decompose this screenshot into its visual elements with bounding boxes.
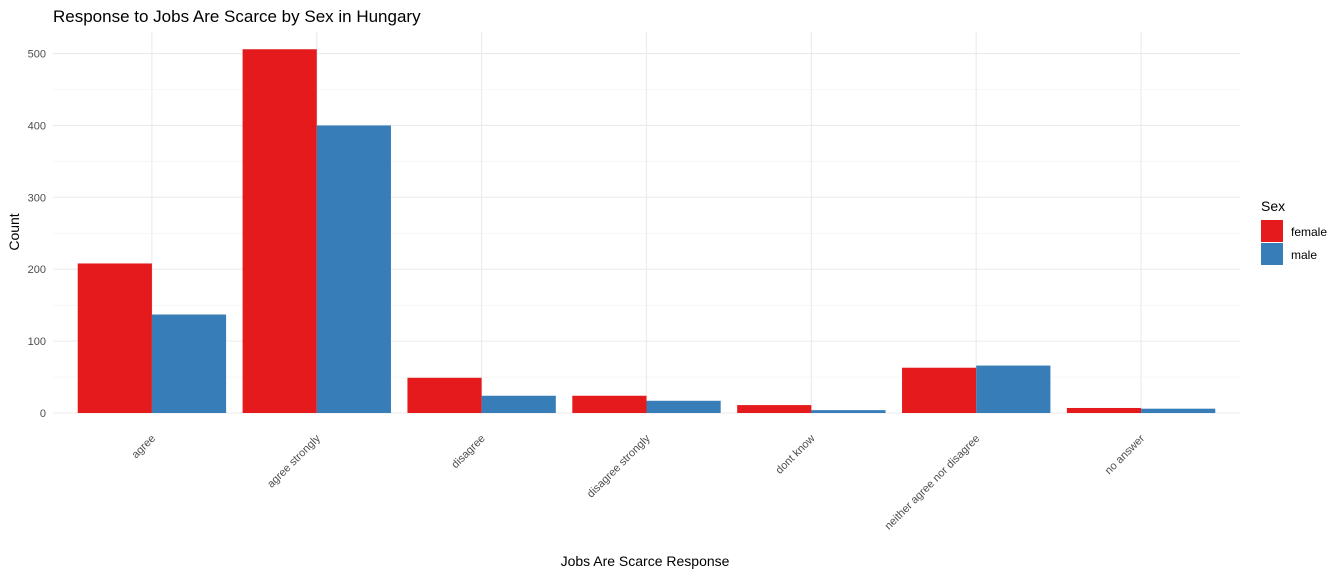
bar-female (572, 395, 647, 413)
y-tick-label: 200 (28, 264, 46, 276)
bar-female (1066, 407, 1142, 413)
bar-male (811, 410, 886, 413)
legend-label-male: male (1291, 248, 1317, 262)
y-tick-label: 100 (28, 336, 46, 348)
legend-label-female: female (1291, 225, 1327, 239)
x-tick-label: disagree (449, 433, 487, 471)
chart-title: Response to Jobs Are Scarce by Sex in Hu… (53, 7, 421, 26)
bar-female (77, 263, 152, 413)
y-tick-label: 0 (40, 408, 46, 420)
legend: Sex female male (1261, 198, 1327, 265)
bar-male (151, 314, 227, 413)
y-axis-title: Count (6, 213, 22, 250)
legend-title: Sex (1261, 198, 1285, 214)
bar-male (646, 400, 721, 413)
bar-male (316, 125, 391, 414)
y-tick-label: 400 (28, 120, 46, 132)
x-tick-label: agree (130, 433, 158, 461)
bars (77, 49, 1216, 414)
x-tick-label: disagree strongly (585, 432, 653, 500)
x-tick-label: agree strongly (265, 432, 323, 490)
y-axis-ticks: 0 100 200 300 400 500 (28, 49, 46, 420)
bar-male (1141, 408, 1216, 413)
grid (53, 32, 1240, 414)
x-tick-label: neither agree nor disagree (883, 433, 983, 533)
bar-male (976, 365, 1051, 413)
bar-male (481, 395, 556, 413)
bar-female (737, 405, 812, 413)
x-tick-label: dont know (774, 433, 818, 477)
bar-female (242, 49, 317, 413)
y-tick-label: 300 (28, 192, 46, 204)
bar-female (902, 367, 977, 413)
y-tick-label: 500 (28, 49, 46, 61)
legend-key-female (1261, 220, 1283, 242)
x-axis-ticks: agree agree strongly disagree disagree stro… (130, 432, 1148, 532)
x-axis-title: Jobs Are Scarce Response (561, 553, 730, 569)
legend-key-male (1261, 243, 1283, 265)
bar-female (407, 377, 482, 413)
x-tick-label: no answer (1103, 432, 1148, 477)
